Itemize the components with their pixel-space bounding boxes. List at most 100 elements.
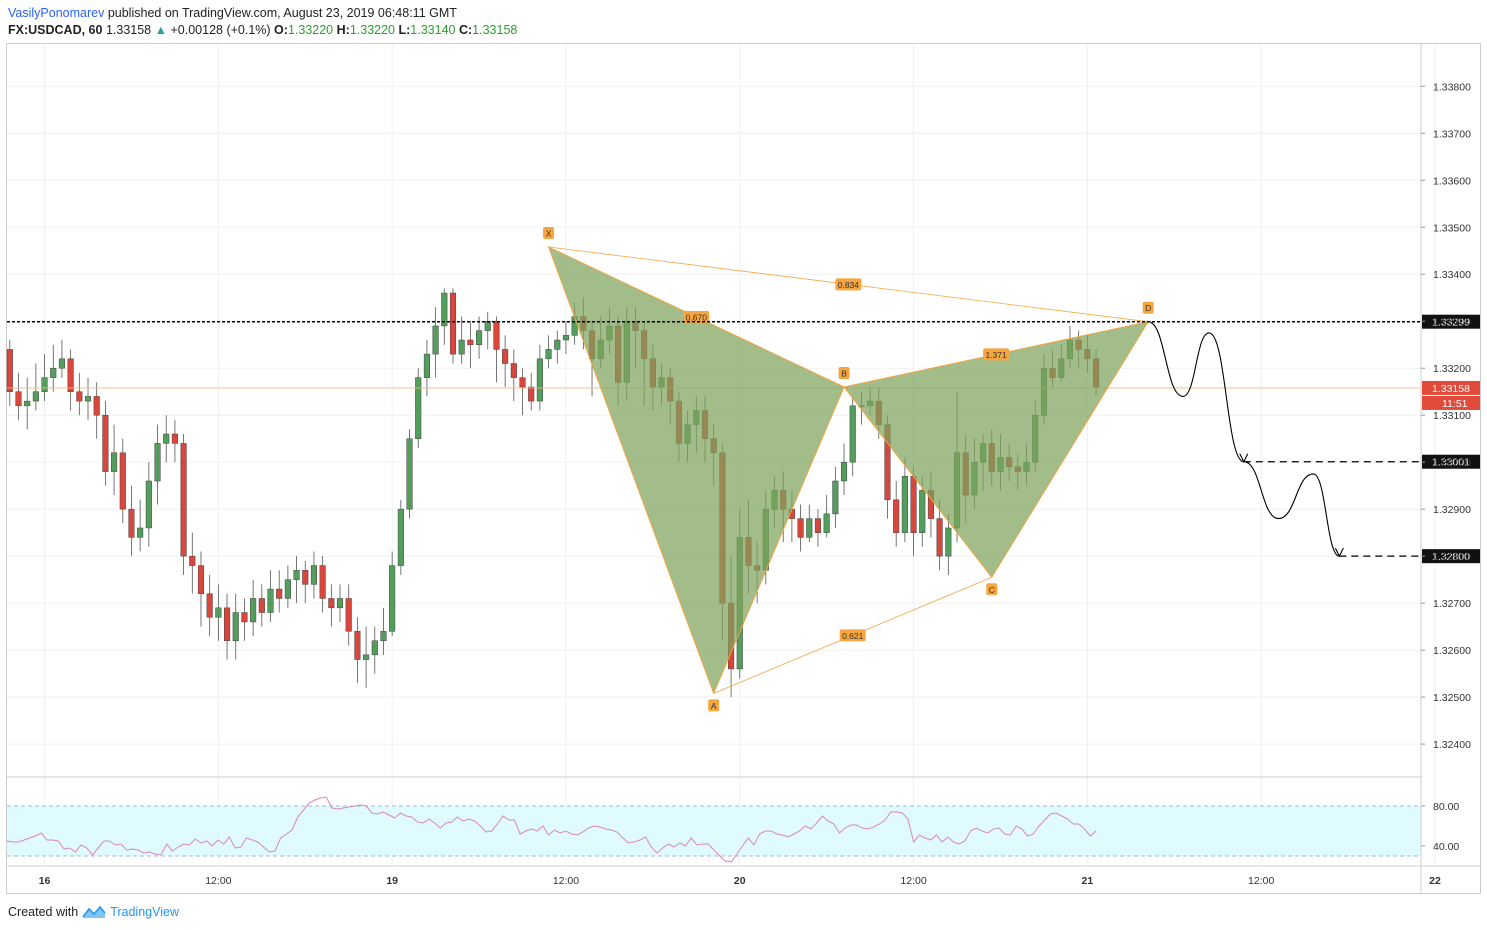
candle-body [354, 631, 361, 660]
time-tick-label: 12:00 [553, 875, 579, 887]
price-tick-label: 1.32700 [1433, 598, 1471, 610]
pattern-point-badge [543, 226, 555, 239]
author-link[interactable]: VasilyPonomarev [8, 6, 105, 20]
countdown-label: 11:51 [1442, 398, 1468, 410]
ratio-badge [835, 278, 862, 291]
price-tick-label: 1.32400 [1433, 739, 1471, 751]
candle-body [319, 565, 326, 599]
close-label: C: [458, 23, 473, 37]
level-price-label: 1.32800 [1432, 551, 1470, 563]
candle-body [832, 480, 839, 515]
pattern-point-badge [1142, 301, 1154, 314]
price-tick-label: 1.33000 [1433, 457, 1471, 469]
time-tick-label: 20 [734, 875, 746, 887]
candle-body [302, 570, 309, 585]
time-tick-label: 12:00 [1248, 875, 1274, 887]
time-tick-label: 16 [39, 875, 51, 887]
ratio-label: 0.670 [686, 312, 708, 322]
candle-body [849, 405, 856, 463]
candle-body [893, 499, 900, 533]
candle-body [67, 358, 74, 392]
price-tick-label: 1.32900 [1433, 504, 1471, 516]
price-tick-label: 1.33800 [1433, 81, 1471, 93]
pattern-point-label: B [841, 369, 847, 379]
candle-body [145, 480, 152, 529]
candle-body [519, 377, 526, 388]
chart-frame [6, 43, 1481, 894]
level-price-badge [1422, 314, 1480, 329]
open-value: 1.33220 [287, 23, 334, 37]
ratio-label: 0.621 [842, 631, 864, 641]
candle-body [232, 612, 239, 641]
published-text: published on TradingView.com, August 23,… [107, 6, 457, 20]
candle-body [189, 555, 196, 566]
projection-curve [1148, 321, 1340, 557]
candle-body [814, 518, 822, 533]
candle-body [528, 386, 535, 402]
candle-body [284, 579, 291, 599]
candle-body [389, 565, 396, 632]
projection-path [1148, 321, 1344, 558]
price-tick-label: 1.33100 [1433, 410, 1471, 422]
candle-body [171, 433, 178, 444]
candle-body [276, 588, 283, 599]
close-value: 1.33158 [472, 23, 518, 37]
candle-body [371, 640, 378, 656]
countdown-badge [1422, 395, 1480, 410]
pattern-point-badge [986, 583, 998, 596]
candle-body [41, 377, 48, 392]
candle-body [58, 358, 65, 369]
candle-body [180, 443, 187, 557]
candle-body [224, 607, 231, 641]
rsi-tick-label: 80.00 [1433, 801, 1459, 813]
candle-body [910, 476, 917, 533]
low-label: L: [398, 23, 411, 37]
tradingview-brand[interactable]: TradingView [110, 905, 179, 919]
candle-body [102, 414, 109, 472]
projection-arrowhead [1334, 547, 1344, 558]
rsi-tick-label: 40.00 [1433, 841, 1459, 853]
axes: 1.32400 1.32500 1.32600 1.32700 1.32800 1.329… [7, 44, 1480, 893]
horizontal-levels: 1.33299 1.33001 1.32800 1.33158 11:51 [7, 314, 1480, 564]
candle-body [441, 292, 448, 327]
candle-body [293, 570, 300, 580]
candle-body [823, 513, 830, 533]
candle-body [545, 349, 552, 360]
level-price-badge [1422, 454, 1480, 469]
candle-body [936, 518, 943, 557]
candle-body [336, 598, 344, 609]
footer: Created with TradingView [8, 905, 179, 919]
last-price-badge-label: 1.33158 [1432, 383, 1470, 395]
harmonic-pattern: 0.834 0.670 1.371 0.621 X A B C D [543, 226, 1154, 712]
time-tick-label: 19 [386, 875, 398, 887]
candle-body [502, 349, 509, 364]
time-tick-label: 21 [1082, 875, 1094, 887]
candle-body [215, 607, 222, 618]
candle-body [449, 292, 457, 355]
candle-body [267, 588, 274, 613]
last-price: 1.33158 [105, 23, 152, 37]
candle-body [137, 527, 144, 538]
price-change: +0.00128 (+0.1%) [170, 23, 271, 37]
candle-body [840, 461, 848, 482]
rsi-line [6, 796, 1097, 863]
candle-body [154, 443, 161, 482]
candle-body [163, 433, 170, 444]
candle-body [432, 325, 439, 355]
publish-info: VasilyPonomarev published on TradingView… [8, 6, 457, 20]
candle-body [84, 396, 92, 402]
ratio-badge [839, 629, 866, 642]
level-price-badge [1422, 549, 1480, 564]
candle-body [945, 527, 952, 557]
low-value: 1.33140 [410, 23, 456, 37]
candle-body [258, 598, 265, 613]
candle-body [380, 631, 387, 641]
candle-body [15, 391, 22, 407]
candle-body [510, 363, 517, 378]
candle-body [554, 339, 561, 350]
candle-body [50, 367, 57, 378]
candle-body [467, 339, 474, 345]
high-value: 1.33220 [349, 23, 395, 37]
candle-body [250, 598, 257, 623]
